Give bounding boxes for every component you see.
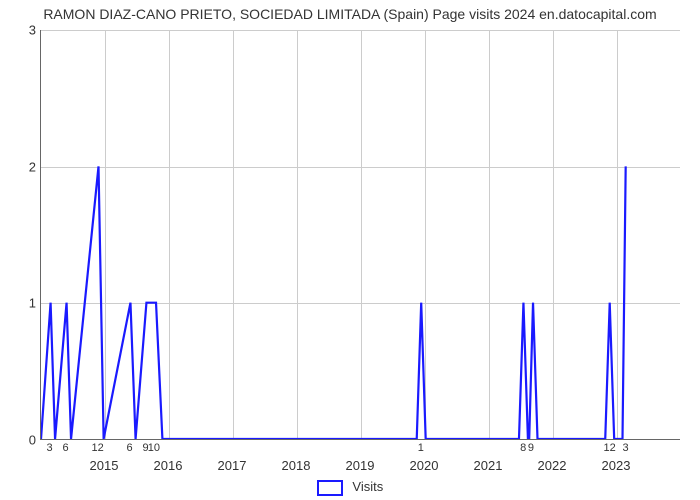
x-year-label: 2023 [602, 458, 631, 473]
x-minor-label: 8 [520, 442, 526, 454]
x-minor-label: 6 [63, 442, 69, 454]
x-year-label: 2020 [410, 458, 439, 473]
x-year-label: 2022 [538, 458, 567, 473]
x-year-label: 2019 [346, 458, 375, 473]
y-tick-label: 3 [0, 23, 36, 38]
x-minor-label: 1 [418, 442, 424, 454]
x-minor-label: 3 [623, 442, 629, 454]
x-year-label: 2018 [282, 458, 311, 473]
chart-title: RAMON DIAZ-CANO PRIETO, SOCIEDAD LIMITAD… [0, 6, 700, 22]
y-tick-label: 1 [0, 296, 36, 311]
x-minor-label: 3 [47, 442, 53, 454]
x-minor-label: 9 [528, 442, 534, 454]
legend: Visits [0, 479, 700, 496]
legend-swatch [317, 480, 343, 496]
x-year-label: 2016 [154, 458, 183, 473]
x-year-label: 2015 [90, 458, 119, 473]
x-year-label: 2017 [218, 458, 247, 473]
y-tick-label: 2 [0, 159, 36, 174]
y-tick-label: 0 [0, 433, 36, 448]
x-minor-label: 12 [91, 442, 103, 454]
visits-line [41, 30, 680, 439]
x-minor-label: 12 [603, 442, 615, 454]
x-year-label: 2021 [474, 458, 503, 473]
x-minor-label: 10 [148, 442, 160, 454]
legend-label: Visits [352, 479, 383, 494]
x-minor-label: 6 [127, 442, 133, 454]
plot-area [40, 30, 680, 440]
